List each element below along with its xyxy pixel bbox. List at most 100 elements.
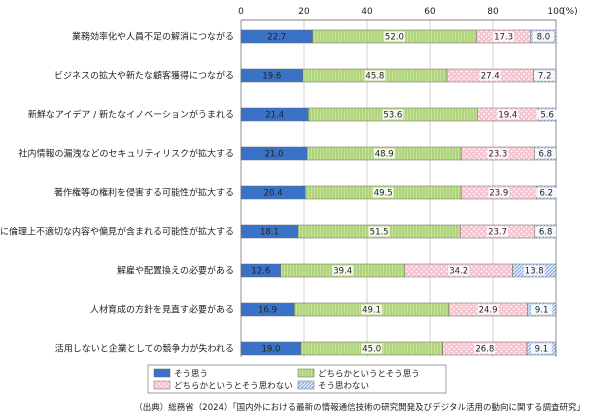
category-label: ビジネスの拡大や新たな顧客獲得につながる xyxy=(54,70,234,82)
value-label-bg xyxy=(535,226,557,237)
legend-swatch-2 xyxy=(297,368,315,378)
value-label: 24.9 xyxy=(479,306,498,316)
value-label: 19.0 xyxy=(261,345,280,355)
value-label-bg xyxy=(264,109,286,120)
value-label: 52.0 xyxy=(385,33,404,43)
value-label-bg xyxy=(493,31,515,42)
legend-swatch-1 xyxy=(153,368,171,378)
legend-label-2: どちらかというとそう思う xyxy=(318,370,420,380)
x-tick-label-60: 60 xyxy=(424,7,436,17)
value-label-bg xyxy=(261,70,283,81)
value-label: 27.4 xyxy=(481,72,500,82)
value-label: 6.8 xyxy=(539,228,553,238)
value-label: 21.0 xyxy=(265,150,284,160)
value-label-bg xyxy=(479,70,501,81)
value-label-bg xyxy=(332,265,354,276)
value-label-bg xyxy=(448,265,470,276)
value-label-bg xyxy=(262,187,284,198)
value-label-bg xyxy=(259,226,281,237)
value-label-bg xyxy=(488,187,510,198)
value-label-bg xyxy=(477,304,499,315)
category-label: 生成物に倫理上不適切な内容や偏見が含まれる可能性が拡大する xyxy=(0,226,234,238)
x-tick-label-40: 40 xyxy=(361,7,373,17)
value-label: 19.6 xyxy=(262,72,281,82)
x-axis-unit: (%) xyxy=(562,7,578,17)
value-label: 53.6 xyxy=(383,111,402,121)
value-label-bg xyxy=(474,343,496,354)
category-label: 業務効率化や人員不足の解消につながる xyxy=(72,31,234,43)
value-label: 45.8 xyxy=(365,72,384,82)
x-tick-label-100: 100 xyxy=(547,7,564,17)
category-label: 解雇や配置換えの必要がある xyxy=(117,265,234,277)
legend-label-1: そう思う xyxy=(174,370,208,380)
value-label: 49.1 xyxy=(362,306,381,316)
value-label: 8.0 xyxy=(537,33,551,43)
x-tick-label-80: 80 xyxy=(487,7,499,17)
value-label: 16.9 xyxy=(258,306,277,316)
value-label-bg xyxy=(372,187,394,198)
value-label: 21.4 xyxy=(265,111,284,121)
category-label: 社内情報の漏洩などのセキュリティリスクが拡大する xyxy=(19,148,234,160)
category-label: 著作権等の権利を侵害する可能性が拡大する xyxy=(54,187,234,199)
value-label: 34.2 xyxy=(449,267,468,277)
value-label: 39.4 xyxy=(333,267,352,277)
legend-label-3: どちらかというとそう思わない xyxy=(174,382,293,392)
x-tick-label-0: 0 xyxy=(238,7,244,17)
value-label-bg xyxy=(383,31,405,42)
value-label: 23.7 xyxy=(488,228,507,238)
legend-box xyxy=(147,364,447,394)
legend-label-4: そう思わない xyxy=(318,382,369,392)
value-label: 22.7 xyxy=(267,33,286,43)
value-label-bg xyxy=(373,148,395,159)
value-label-bg xyxy=(535,187,557,198)
value-label: 48.9 xyxy=(375,150,394,160)
value-label-bg xyxy=(487,226,509,237)
value-label: 13.8 xyxy=(525,267,544,277)
value-label: 12.6 xyxy=(251,267,270,277)
legend-swatch-3 xyxy=(153,380,171,390)
value-label-bg xyxy=(536,109,558,120)
value-label: 6.2 xyxy=(539,189,553,199)
value-label-bg xyxy=(534,70,556,81)
category-label: 新鮮なアイデア / 新たなイノベーションがうまれる xyxy=(28,109,234,121)
value-label: 20.4 xyxy=(264,189,283,199)
value-label: 9.1 xyxy=(535,345,549,355)
category-label: 活用しないと企業としての競争力が失われる xyxy=(55,343,234,355)
value-label-bg xyxy=(382,109,404,120)
value-label-bg xyxy=(497,109,519,120)
value-label: 9.1 xyxy=(535,306,549,316)
value-label-bg xyxy=(361,304,383,315)
value-label-bg xyxy=(361,343,383,354)
value-label-bg xyxy=(263,148,285,159)
value-label-bg xyxy=(487,148,509,159)
value-label: 26.8 xyxy=(475,345,494,355)
value-label: 17.3 xyxy=(494,33,513,43)
category-label: 人材育成の方針を見直す必要がある xyxy=(90,304,234,316)
value-label: 23.9 xyxy=(489,189,508,199)
value-label: 23.3 xyxy=(488,150,507,160)
value-label: 45.0 xyxy=(362,345,381,355)
source-note: （出典）総務省（2024）「国内外における最新の情報通信技術の研究開発及びデジタ… xyxy=(134,403,585,413)
value-label-bg xyxy=(266,31,288,42)
legend-swatch-4 xyxy=(297,380,315,390)
value-label-bg xyxy=(523,265,545,276)
value-label: 5.6 xyxy=(540,111,554,121)
value-label: 49.5 xyxy=(374,189,393,199)
value-label-bg xyxy=(364,70,386,81)
value-label: 51.5 xyxy=(370,228,389,238)
value-label-bg xyxy=(534,148,556,159)
value-label: 6.8 xyxy=(539,150,553,160)
bars: 業務効率化や人員不足の解消につながる 22.7 52.0 17.3 8.0 ビジネスの拡大… xyxy=(0,29,558,356)
value-label: 7.2 xyxy=(538,72,552,82)
value-label-bg xyxy=(250,265,272,276)
value-label-bg xyxy=(257,304,279,315)
value-label-bg xyxy=(531,304,553,315)
x-axis: 0 20 40 60 80 100(%) xyxy=(238,7,578,21)
value-label-bg xyxy=(260,343,282,354)
value-label-bg xyxy=(368,226,390,237)
value-label: 19.4 xyxy=(498,111,517,121)
x-tick-label-20: 20 xyxy=(298,7,310,17)
value-label-bg xyxy=(532,31,554,42)
